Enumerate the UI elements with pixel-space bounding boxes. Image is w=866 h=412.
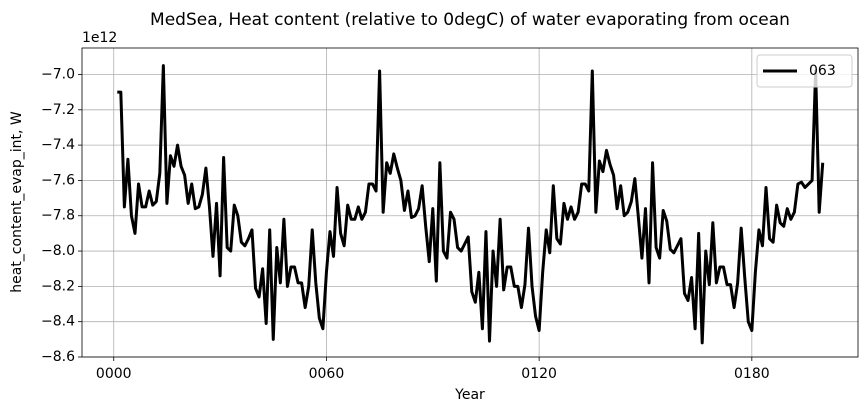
y-tick-label: −7.2	[41, 102, 75, 118]
x-axis-label: Year	[454, 387, 485, 403]
y-axis-label: heat_content_evap_int, W	[9, 111, 25, 293]
y-tick-label: −7.6	[41, 172, 75, 188]
y-tick-label: −7.0	[41, 66, 75, 82]
legend-box	[756, 54, 853, 88]
plot-frame	[81, 47, 859, 358]
y-tick-label: −8.2	[41, 278, 75, 294]
x-tick-label: 0000	[96, 366, 132, 382]
chart-title: MedSea, Heat content (relative to 0degC)…	[150, 10, 790, 30]
y-tick-label: −7.4	[41, 137, 75, 153]
y-tick-label: −7.8	[41, 208, 75, 224]
x-tick-label: 0180	[734, 366, 770, 382]
y-tick-label: −8.6	[41, 349, 75, 365]
x-tick-label: 0060	[309, 366, 345, 382]
y-offset-label: 1e12	[82, 30, 117, 46]
y-tick-label: −8.0	[41, 243, 75, 259]
legend-label: 063	[809, 63, 836, 79]
x-tick-label: 0120	[521, 366, 557, 382]
data-line	[117, 64, 825, 345]
y-tick-label: −8.4	[41, 314, 75, 330]
